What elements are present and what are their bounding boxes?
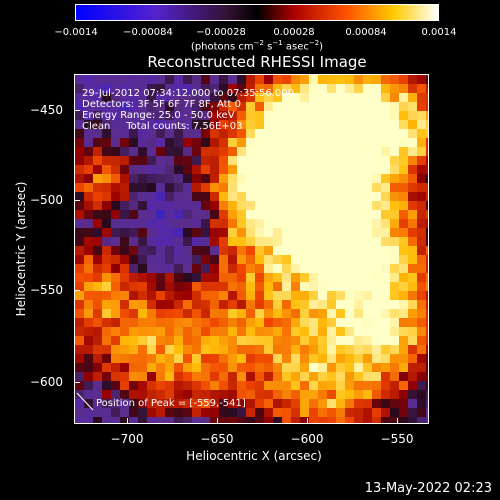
x-tick-label: −650 xyxy=(200,432,234,446)
y-tick-mark xyxy=(74,382,80,383)
energy-range-label: Energy Range: 25.0 - 50.0 keV xyxy=(82,110,235,121)
footer-timestamp: 13-May-2022 02:23 xyxy=(364,481,492,496)
image-plot-area: 29-Jul-2012 07:34:12.000 to 07:35:56.000… xyxy=(74,74,429,424)
time-range-label: 29-Jul-2012 07:34:12.000 to 07:35:56.000 xyxy=(82,88,294,99)
x-tick-label: −550 xyxy=(380,432,414,446)
clean-counts-label: Clean Total counts: 7.56E+03 xyxy=(82,121,243,132)
colorbar-units: (photons cm−2 s−1 asec−2) xyxy=(190,39,324,53)
colorbar-tick: 0.0014 xyxy=(421,27,457,38)
x-tick-mark xyxy=(397,418,398,424)
colorbar-tick: −0.00084 xyxy=(123,27,173,38)
colorbar-tick: −0.0014 xyxy=(54,27,98,38)
y-tick-label: −600 xyxy=(30,375,63,389)
colorbar xyxy=(75,4,439,21)
rhessi-image-map xyxy=(75,75,428,423)
peak-leader-line xyxy=(76,392,94,411)
x-tick-mark xyxy=(217,418,218,424)
x-tick-mark xyxy=(127,418,128,424)
x-tick-label: −600 xyxy=(290,432,324,446)
peak-position-label: Position of Peak = [-559,-541] xyxy=(96,398,246,409)
colorbar-tick: 0.00028 xyxy=(273,27,315,38)
x-axis-label: Heliocentric X (arcsec) xyxy=(186,449,322,463)
colorbar-tick: 0.00084 xyxy=(345,27,387,38)
x-tick-mark xyxy=(307,418,308,424)
x-tick-label: −700 xyxy=(110,432,144,446)
plot-title: Reconstructed RHESSI Image xyxy=(147,53,367,71)
colorbar-tick: −0.00028 xyxy=(196,27,246,38)
y-tick-mark xyxy=(74,290,80,291)
y-tick-label: −550 xyxy=(30,283,63,297)
y-axis-label: Heliocentric Y (arcsec) xyxy=(14,181,28,317)
y-tick-mark xyxy=(74,200,80,201)
y-tick-mark xyxy=(74,110,80,111)
y-tick-label: −450 xyxy=(30,103,63,117)
y-tick-label: −500 xyxy=(30,193,63,207)
detectors-label: Detectors: 3F 5F 6F 7F 8F, Att 0 xyxy=(82,99,242,110)
